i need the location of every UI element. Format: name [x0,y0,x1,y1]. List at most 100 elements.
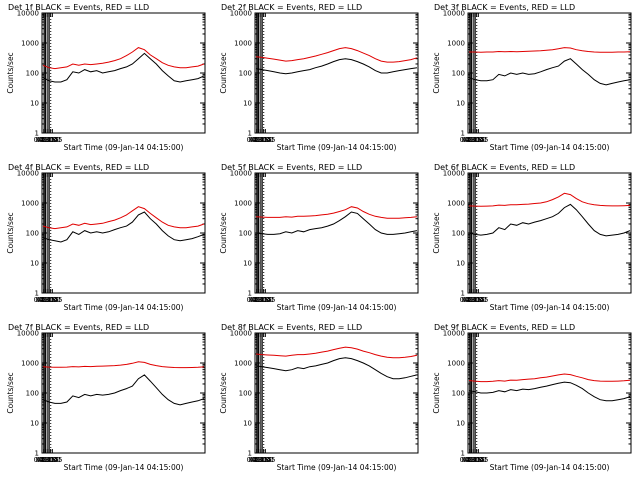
y-axis-label: Counts/sec [6,372,15,413]
y-tick-label: 1000 [234,360,252,368]
y-tick-label: 1000 [21,360,39,368]
y-tick-label: 100 [26,230,39,238]
panel-title: Det 2f BLACK = Events, RED = LLD [221,3,362,12]
plot-frame [41,332,206,454]
x-tick-label: 05:15 [465,456,485,464]
x-tick-label: 04:45 [35,456,55,464]
detector-panel: Det 2f BLACK = Events, RED = LLD Counts/s… [219,3,419,152]
x-tick-label: 04:30 [247,296,267,304]
x-tick-label: 04:45 [248,136,268,144]
lld-series-line [255,47,418,63]
x-tick-label: 05:15 [252,136,272,144]
x-tick-label: 05:00 [37,296,57,304]
x-axis-label: Start Time (09-Jan-14 04:15:00) [490,463,610,472]
y-tick-label: 1000 [447,360,465,368]
y-axis-label: Counts/sec [432,212,441,253]
x-tick-label: 05:30 [41,456,61,464]
panel-title: Det 4f BLACK = Events, RED = LLD [8,163,149,172]
x-tick-label: 04:30 [460,456,480,464]
x-tick-label: 05:00 [37,136,57,144]
x-tick-label: 05:45 [255,296,275,304]
lld-series-line [42,206,205,230]
y-tick-label: 10000 [443,330,465,338]
y-tick-label: 10 [243,420,252,428]
y-tick-label: 1000 [21,200,39,208]
x-tick-label: 05:45 [468,296,488,304]
y-axis-label: Counts/sec [219,212,228,253]
y-tick-label: 10 [456,100,465,108]
y-tick-label: 1 [248,290,252,298]
x-tick-label: 05:30 [254,296,274,304]
panel-title: Det 6f BLACK = Events, RED = LLD [434,163,575,172]
y-axis-label: Counts/sec [6,212,15,253]
events-series-line [42,211,205,243]
x-axis-label: Start Time (09-Jan-14 04:15:00) [277,143,397,152]
y-tick-label: 1000 [234,200,252,208]
y-tick-label: 1000 [234,40,252,48]
x-tick-label: 04:30 [460,136,480,144]
x-tick-label: 05:45 [42,456,62,464]
x-tick-label: 04:45 [35,296,55,304]
plot-frame [41,172,206,294]
x-tick-label: 05:45 [468,136,488,144]
y-tick-label: 1 [35,130,39,138]
x-tick-label: 05:00 [463,296,483,304]
y-tick-label: 100 [452,390,465,398]
detector-panel: Det 7f BLACK = Events, RED = LLD Counts/s… [6,323,206,472]
x-tick-label: 05:15 [39,456,59,464]
x-tick-label: 05:15 [465,136,485,144]
x-tick-label: 05:45 [42,296,62,304]
x-axis-label: Start Time (09-Jan-14 04:15:00) [64,463,184,472]
panel-title: Det 5f BLACK = Events, RED = LLD [221,163,362,172]
y-tick-label: 1000 [447,200,465,208]
detector-panel: Det 8f BLACK = Events, RED = LLD Counts/s… [219,323,419,472]
y-tick-label: 10000 [230,330,252,338]
detector-panel: Det 6f BLACK = Events, RED = LLD Counts/s… [432,163,632,312]
y-tick-label: 100 [239,70,252,78]
lld-series-line [469,47,631,53]
events-series-line [42,374,205,406]
detector-panel: Det 9f BLACK = Events, RED = LLD Counts/s… [432,323,632,472]
x-tick-label: 05:30 [254,136,274,144]
plot-frame [467,12,632,134]
lld-series-line [255,206,418,219]
y-tick-label: 100 [239,390,252,398]
y-tick-label: 1 [461,290,465,298]
x-tick-label: 05:00 [37,456,57,464]
x-axis-label: Start Time (09-Jan-14 04:15:00) [490,303,610,312]
y-axis-label: Counts/sec [219,52,228,93]
x-tick-label: 05:00 [250,456,270,464]
lld-series-line [42,47,205,70]
x-tick-label: 05:45 [255,136,275,144]
y-tick-label: 10000 [230,170,252,178]
events-series-line [468,381,631,402]
x-tick-label: 05:30 [467,136,487,144]
x-tick-label: 04:30 [34,296,54,304]
y-tick-label: 1 [248,130,252,138]
y-axis-label: Counts/sec [432,372,441,413]
x-tick-label: 04:45 [35,136,55,144]
x-axis-label: Start Time (09-Jan-14 04:15:00) [64,303,184,312]
x-tick-label: 05:30 [254,456,274,464]
x-tick-label: 05:15 [39,296,59,304]
x-tick-label: 05:30 [467,296,487,304]
y-tick-label: 10 [30,100,39,108]
plot-frame [41,12,206,134]
y-tick-label: 1 [35,450,39,458]
events-series-line [468,58,631,86]
events-series-line [255,357,418,380]
x-tick-label: 05:00 [250,136,270,144]
detector-panel: Det 4f BLACK = Events, RED = LLD Counts/s… [6,163,206,312]
events-series-line [255,211,418,235]
y-axis-label: Counts/sec [219,372,228,413]
y-tick-label: 1000 [21,40,39,48]
panel-title: Det 9f BLACK = Events, RED = LLD [434,323,575,332]
x-tick-label: 04:45 [248,456,268,464]
events-series-line [468,203,631,237]
y-tick-label: 10 [30,420,39,428]
y-tick-label: 10 [243,260,252,268]
y-axis-label: Counts/sec [432,52,441,93]
x-axis-label: Start Time (09-Jan-14 04:15:00) [490,143,610,152]
x-tick-label: 05:00 [250,296,270,304]
